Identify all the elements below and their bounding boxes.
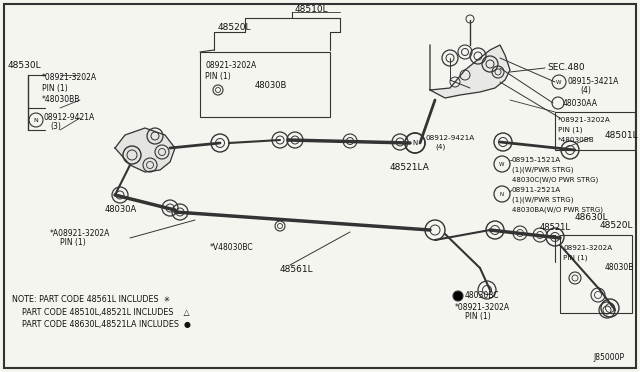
Text: (4): (4) <box>435 144 445 150</box>
Text: 48030BA(W/O PWR STRG): 48030BA(W/O PWR STRG) <box>512 207 603 213</box>
Bar <box>200 52 330 117</box>
Text: W: W <box>499 161 505 167</box>
Text: 48030AA: 48030AA <box>563 99 598 108</box>
Text: PIN (1): PIN (1) <box>465 311 491 321</box>
Text: PART CODE 48630L,48521LA INCLUDES  ●: PART CODE 48630L,48521LA INCLUDES ● <box>22 320 191 328</box>
Text: *08921-3202A: *08921-3202A <box>455 302 510 311</box>
Text: 08912-9421A: 08912-9421A <box>425 135 474 141</box>
Text: *08921-3202A: *08921-3202A <box>558 117 611 123</box>
Text: *48030BB: *48030BB <box>558 137 595 143</box>
Text: 48030BC: 48030BC <box>465 292 499 301</box>
Text: 08915-3421A: 08915-3421A <box>568 77 620 87</box>
Text: *A08921-3202A: *A08921-3202A <box>50 228 110 237</box>
Text: 08911-2521A: 08911-2521A <box>512 187 561 193</box>
Text: 48521L: 48521L <box>540 224 571 232</box>
Text: PIN (1): PIN (1) <box>205 71 231 80</box>
Text: SEC.480: SEC.480 <box>547 64 584 73</box>
Text: 48520L: 48520L <box>600 221 634 230</box>
Text: PIN (1): PIN (1) <box>42 83 68 93</box>
Polygon shape <box>430 45 510 98</box>
Text: *Ⅴ48030BC: *Ⅴ48030BC <box>210 244 253 253</box>
Text: (1)(W/PWR STRG): (1)(W/PWR STRG) <box>512 197 573 203</box>
Text: W: W <box>556 80 562 84</box>
Text: (3): (3) <box>50 122 61 131</box>
Text: 08912-9421A: 08912-9421A <box>44 113 95 122</box>
Text: 08921-3202A: 08921-3202A <box>563 245 612 251</box>
Text: (4): (4) <box>580 87 591 96</box>
Text: *48030BB: *48030BB <box>42 96 81 105</box>
Text: 48561L: 48561L <box>280 266 314 275</box>
Text: N: N <box>34 118 38 122</box>
Text: PIN (1): PIN (1) <box>563 255 588 261</box>
Polygon shape <box>115 128 175 172</box>
Text: (1)(W/PWR STRG): (1)(W/PWR STRG) <box>512 167 573 173</box>
Text: 48030C(W/O PWR STRG): 48030C(W/O PWR STRG) <box>512 177 598 183</box>
Text: 48030B: 48030B <box>605 263 634 273</box>
Text: J85000P: J85000P <box>594 353 625 362</box>
Text: NOTE: PART CODE 48561L INCLUDES  ✳: NOTE: PART CODE 48561L INCLUDES ✳ <box>12 295 170 305</box>
Text: *08921-3202A: *08921-3202A <box>42 74 97 83</box>
Bar <box>555 112 635 150</box>
Text: 48630L: 48630L <box>575 214 609 222</box>
Text: 48030B: 48030B <box>255 80 287 90</box>
Text: 08915-1521A: 08915-1521A <box>512 157 561 163</box>
Text: 08921-3202A: 08921-3202A <box>205 61 256 70</box>
Text: N: N <box>412 140 418 146</box>
Text: 48530L: 48530L <box>8 61 42 70</box>
Text: N: N <box>500 192 504 196</box>
Text: 48521LA: 48521LA <box>390 164 430 173</box>
Text: PIN (1): PIN (1) <box>558 127 582 133</box>
Text: PIN (1): PIN (1) <box>60 237 86 247</box>
Text: 48030A: 48030A <box>105 205 137 215</box>
Text: PART CODE 48510L,48521L INCLUDES    △: PART CODE 48510L,48521L INCLUDES △ <box>22 308 189 317</box>
Text: 48501L: 48501L <box>604 131 638 140</box>
Text: 48520L: 48520L <box>218 23 252 32</box>
Bar <box>560 235 632 313</box>
Circle shape <box>453 291 463 301</box>
Text: 48510L: 48510L <box>295 6 328 15</box>
